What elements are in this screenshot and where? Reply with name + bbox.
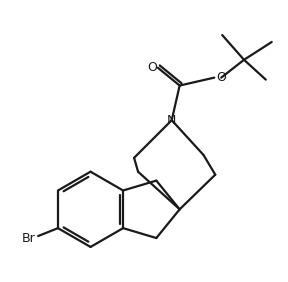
Text: O: O [147,61,157,74]
Text: Br: Br [21,232,35,244]
Text: N: N [167,114,177,127]
Text: O: O [216,71,226,84]
